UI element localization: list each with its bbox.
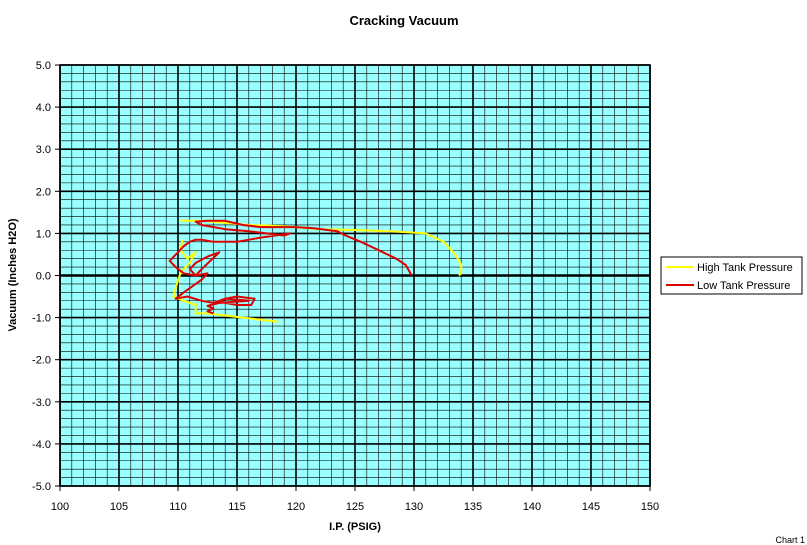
- y-axis-title: Vacuum (Inches H2O): [7, 218, 19, 331]
- x-tick-label: 120: [287, 501, 305, 513]
- x-tick-label: 150: [641, 501, 659, 513]
- sheet-footer-text: Chart 1: [775, 535, 805, 545]
- x-tick-label: 115: [228, 501, 246, 513]
- y-tick-label: -2.0: [32, 355, 51, 367]
- x-tick-label: 125: [346, 501, 364, 513]
- x-axis-title: I.P. (PSIG): [329, 521, 381, 533]
- y-tick-label: 1.0: [36, 228, 51, 240]
- series-line-low-tank-pressure: [168, 219, 413, 315]
- y-tick-label: 0.0: [36, 271, 51, 283]
- y-tick-label: -5.0: [32, 481, 51, 493]
- axis-ticks: 100 105 110 115 120 125 130 135 140 145 150 5.0 4.0 3…: [32, 60, 659, 513]
- x-tick-label: 100: [51, 501, 69, 513]
- legend-label-low-tank: Low Tank Pressure: [697, 280, 790, 292]
- y-tick-label: 2.0: [36, 186, 51, 198]
- gridlines: [59, 64, 651, 487]
- legend-label-high-tank: High Tank Pressure: [697, 262, 793, 274]
- legend: High Tank Pressure Low Tank Pressure: [660, 256, 803, 295]
- y-tick-label: 4.0: [36, 102, 51, 114]
- x-tick-label: 135: [464, 501, 482, 513]
- x-tick-label: 130: [405, 501, 423, 513]
- x-tick-label: 110: [169, 501, 187, 513]
- x-tick-label: 145: [582, 501, 600, 513]
- x-tick-label: 105: [110, 501, 128, 513]
- data-series: [168, 219, 463, 323]
- y-tick-label: -4.0: [32, 439, 51, 451]
- y-tick-label: -3.0: [32, 397, 51, 409]
- x-tick-label: 140: [523, 501, 541, 513]
- y-tick-label: 3.0: [36, 144, 51, 156]
- y-tick-label: 5.0: [36, 60, 51, 72]
- chart-title: Cracking Vacuum: [349, 13, 458, 28]
- legend-box: [660, 256, 803, 295]
- y-tick-label: -1.0: [32, 313, 51, 325]
